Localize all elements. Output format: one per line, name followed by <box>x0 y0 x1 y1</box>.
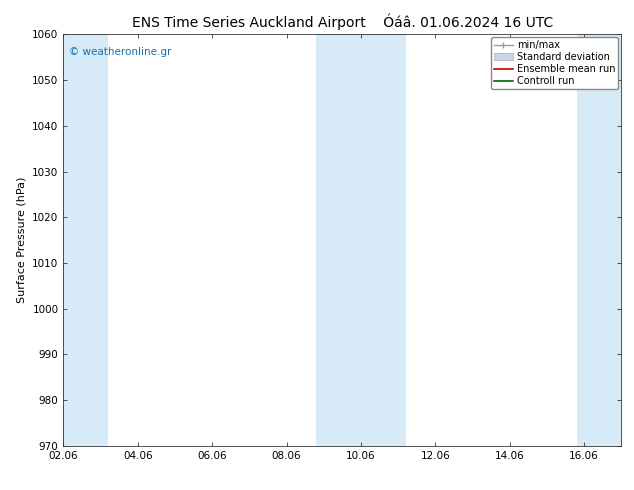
Bar <box>316 34 406 446</box>
Y-axis label: Surface Pressure (hPa): Surface Pressure (hPa) <box>16 177 27 303</box>
Legend: min/max, Standard deviation, Ensemble mean run, Controll run: min/max, Standard deviation, Ensemble me… <box>491 37 618 89</box>
Bar <box>60 34 108 446</box>
Title: ENS Time Series Auckland Airport    Óáâ. 01.06.2024 16 UTC: ENS Time Series Auckland Airport Óáâ. 01… <box>132 14 553 30</box>
Text: © weatheronline.gr: © weatheronline.gr <box>69 47 171 57</box>
Bar <box>577 34 625 446</box>
